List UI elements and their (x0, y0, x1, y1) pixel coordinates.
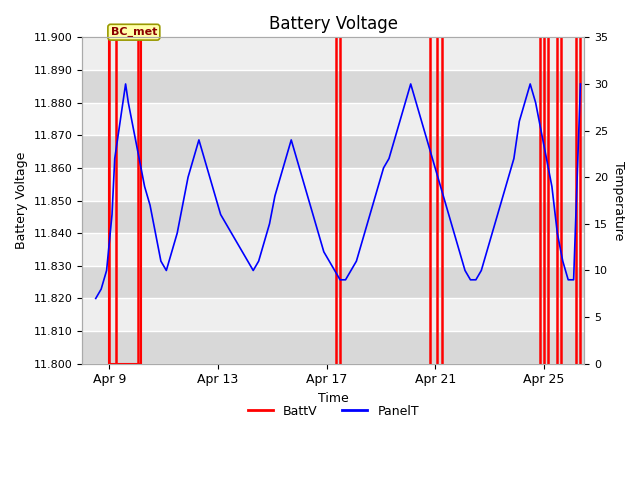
Bar (82, 201, 584, 233)
Bar (82, 266, 584, 299)
Bar (82, 233, 584, 266)
Bar (82, 70, 584, 103)
Bar (82, 37, 584, 70)
Bar (82, 103, 584, 135)
Bar (82, 331, 584, 364)
Bar (82, 168, 584, 201)
Bar (82, 299, 584, 331)
X-axis label: Time: Time (318, 392, 349, 405)
Legend: BattV, PanelT: BattV, PanelT (243, 400, 424, 423)
Y-axis label: Battery Voltage: Battery Voltage (15, 152, 28, 249)
Y-axis label: Temperature: Temperature (612, 161, 625, 240)
Title: Battery Voltage: Battery Voltage (269, 15, 398, 33)
Bar (82, 135, 584, 168)
Bar (109, 37, 141, 364)
Text: BC_met: BC_met (111, 27, 157, 37)
